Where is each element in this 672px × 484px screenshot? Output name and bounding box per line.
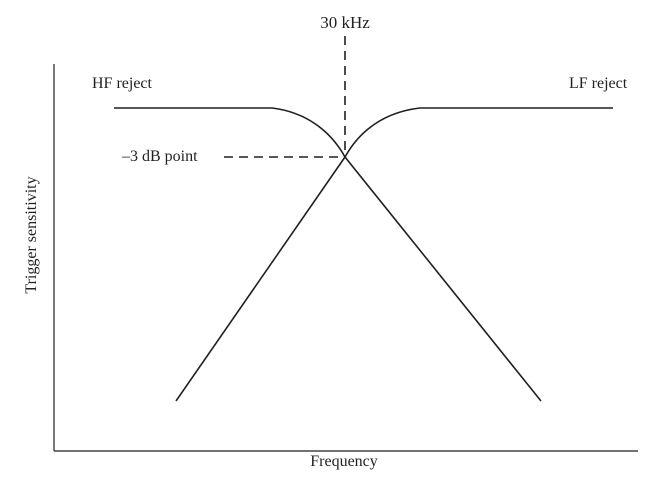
frequency-marker-label: 30 kHz xyxy=(320,13,370,32)
lf-reject-curve xyxy=(344,107,613,158)
hf-reject-curve xyxy=(114,107,346,158)
lf-reject-label: LF reject xyxy=(569,75,628,92)
hf-reject-label: HF reject xyxy=(92,75,152,92)
rising-slope xyxy=(175,156,346,402)
db-point-label: –3 dB point xyxy=(122,148,198,165)
falling-slope xyxy=(344,156,542,402)
y-axis-label: Trigger sensitivity xyxy=(23,176,40,294)
x-axis-label: Frequency xyxy=(310,453,378,470)
